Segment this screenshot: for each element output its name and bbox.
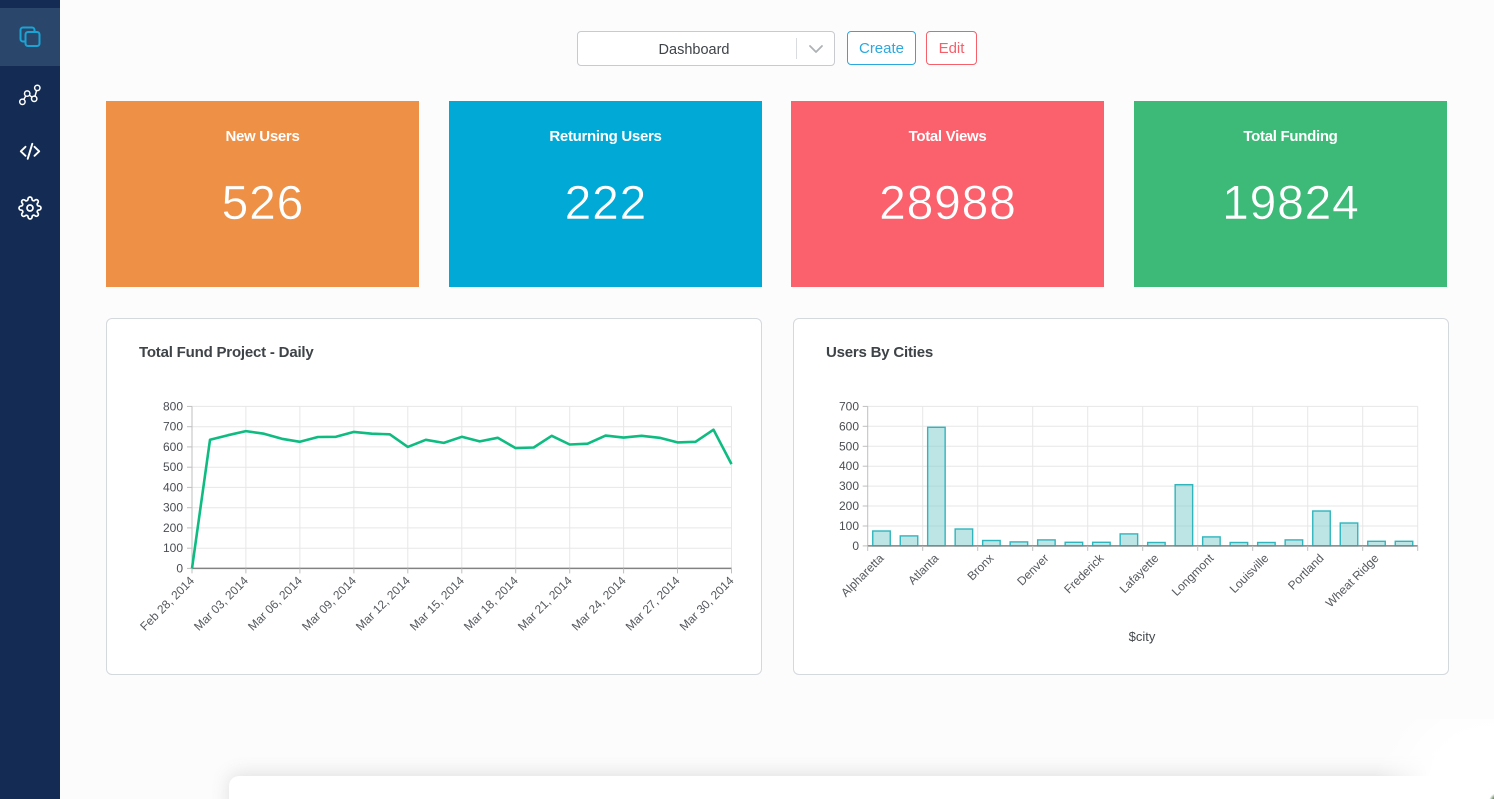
svg-text:700: 700 xyxy=(839,399,859,413)
svg-text:Wheat Ridge: Wheat Ridge xyxy=(1323,551,1382,610)
svg-text:Denver: Denver xyxy=(1014,551,1051,588)
svg-text:$city: $city xyxy=(1129,629,1156,644)
svg-text:Lafayette: Lafayette xyxy=(1117,551,1162,596)
svg-text:300: 300 xyxy=(163,501,183,515)
svg-text:Mar 21, 2014: Mar 21, 2014 xyxy=(515,573,575,633)
svg-text:100: 100 xyxy=(163,541,183,555)
svg-text:Mar 12, 2014: Mar 12, 2014 xyxy=(353,573,413,633)
svg-text:Portland: Portland xyxy=(1285,551,1327,593)
svg-text:Louisville: Louisville xyxy=(1227,551,1272,596)
svg-text:Longmont: Longmont xyxy=(1169,551,1217,599)
svg-text:Mar 24, 2014: Mar 24, 2014 xyxy=(569,573,629,633)
svg-text:Frederick: Frederick xyxy=(1061,550,1107,596)
svg-text:600: 600 xyxy=(163,440,183,454)
svg-text:600: 600 xyxy=(839,419,859,433)
svg-text:0: 0 xyxy=(176,561,183,575)
svg-text:Mar 15, 2014: Mar 15, 2014 xyxy=(407,573,467,633)
svg-text:400: 400 xyxy=(839,459,859,473)
svg-text:Mar 30, 2014: Mar 30, 2014 xyxy=(677,573,737,633)
svg-text:500: 500 xyxy=(163,460,183,474)
svg-text:Mar 03, 2014: Mar 03, 2014 xyxy=(191,573,251,633)
svg-text:100: 100 xyxy=(839,519,859,533)
svg-text:800: 800 xyxy=(163,399,183,413)
svg-text:400: 400 xyxy=(163,480,183,494)
svg-text:Atlanta: Atlanta xyxy=(905,551,942,588)
svg-text:700: 700 xyxy=(163,420,183,434)
svg-text:Mar 27, 2014: Mar 27, 2014 xyxy=(623,573,683,633)
svg-text:200: 200 xyxy=(163,521,183,535)
svg-text:Mar 09, 2014: Mar 09, 2014 xyxy=(299,573,359,633)
svg-text:Bronx: Bronx xyxy=(964,551,996,583)
svg-text:Mar 18, 2014: Mar 18, 2014 xyxy=(461,573,521,633)
svg-text:200: 200 xyxy=(839,499,859,513)
svg-text:500: 500 xyxy=(839,439,859,453)
svg-text:300: 300 xyxy=(839,479,859,493)
svg-text:Feb 28, 2014: Feb 28, 2014 xyxy=(137,573,197,633)
svg-text:Mar 06, 2014: Mar 06, 2014 xyxy=(245,573,305,633)
svg-text:0: 0 xyxy=(852,539,859,553)
svg-text:Alpharetta: Alpharetta xyxy=(838,551,887,600)
